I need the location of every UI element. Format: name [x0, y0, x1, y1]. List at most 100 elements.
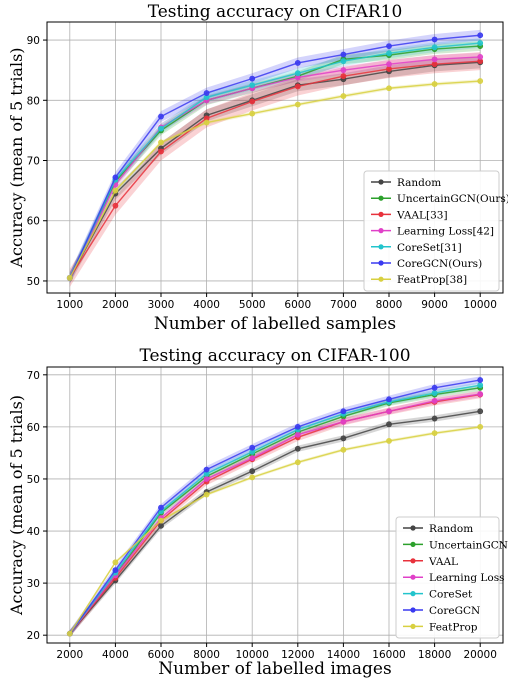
- legend-marker: [378, 276, 384, 282]
- data-point: [249, 82, 256, 89]
- legend-entry: Learning Loss: [403, 572, 504, 584]
- legend-box: [363, 170, 500, 292]
- y-tick-label: 40: [27, 526, 40, 538]
- y-tick-label: 60: [27, 422, 40, 434]
- series-line: [69, 42, 481, 279]
- series-band: [69, 52, 481, 287]
- y-tick-label: 70: [27, 156, 40, 168]
- legend-label: CoreGCN(Ours): [397, 258, 482, 270]
- legend-entry: FeatProp: [403, 621, 478, 633]
- legend-label: VAAL[33]: [396, 209, 448, 221]
- data-point: [340, 67, 347, 74]
- data-point: [294, 60, 301, 66]
- data-point: [477, 423, 484, 430]
- x-tick-label: 20000: [463, 649, 496, 661]
- data-point: [294, 423, 301, 430]
- data-point: [477, 32, 484, 39]
- legend-label: FeatProp: [429, 621, 478, 633]
- data-point: [477, 408, 484, 415]
- data-point: [431, 81, 438, 87]
- x-axis-label: Number of labelled images: [158, 659, 391, 678]
- legend-marker: [410, 623, 416, 630]
- data-point: [158, 139, 164, 146]
- legend-marker: [378, 195, 384, 201]
- data-point: [203, 90, 210, 96]
- series-line: [69, 426, 481, 635]
- series-line: [69, 393, 481, 635]
- data-point: [386, 66, 392, 72]
- data-point: [340, 93, 347, 99]
- x-tick-label: 4000: [102, 649, 129, 661]
- data-point: [294, 101, 301, 108]
- x-tick-label: 16000: [372, 649, 405, 661]
- legend-entry: CoreGCN: [403, 605, 480, 617]
- y-tick-label: 70: [27, 370, 40, 382]
- data-point: [431, 44, 438, 51]
- legend-marker: [410, 607, 416, 613]
- legend-entry: VAAL: [403, 556, 458, 568]
- data-point: [386, 50, 392, 57]
- legend-marker: [410, 574, 416, 580]
- data-point: [431, 430, 438, 437]
- x-tick-label: 7000: [330, 299, 357, 311]
- plot-area: [47, 367, 503, 643]
- data-point: [386, 43, 392, 49]
- legend: Random UncertainGCN(Ours) VAAL[33] Learning…: [363, 170, 508, 292]
- legend: Random UncertainGCN VAAL Learning Loss CoreS…: [395, 516, 508, 639]
- data-point: [477, 54, 484, 60]
- y-tick-label: 80: [27, 95, 40, 107]
- data-point: [158, 148, 164, 155]
- legend-label: UncertainGCN: [429, 539, 508, 551]
- legend-label: CoreGCN: [429, 605, 480, 617]
- legend-entry: CoreSet[31]: [371, 242, 462, 254]
- legend-label: Learning Loss: [429, 572, 504, 584]
- data-point: [66, 275, 73, 281]
- legend-label: Learning Loss[42]: [397, 226, 494, 238]
- data-point: [386, 396, 392, 403]
- data-point: [340, 51, 347, 58]
- x-tick-label: 2000: [56, 649, 83, 661]
- data-point: [431, 397, 438, 404]
- legend-entry: Random: [371, 177, 441, 189]
- data-point: [477, 391, 484, 397]
- legend-entry: CoreGCN(Ours): [371, 258, 482, 270]
- data-point: [249, 444, 256, 451]
- series-line: [69, 34, 481, 279]
- data-point: [431, 61, 438, 68]
- legend-marker: [378, 260, 384, 266]
- series-featprop: [66, 423, 484, 637]
- data-point: [249, 110, 256, 117]
- data-point: [386, 85, 392, 92]
- data-point: [386, 438, 392, 444]
- data-point: [249, 474, 256, 481]
- data-point: [203, 119, 210, 126]
- legend-box: [395, 516, 500, 639]
- series-line: [69, 80, 481, 279]
- data-point: [158, 113, 164, 120]
- x-tick-label: 10000: [463, 299, 496, 311]
- y-tick-label: 90: [27, 35, 40, 47]
- data-point: [340, 408, 347, 415]
- data-point: [249, 75, 256, 82]
- data-point: [431, 56, 438, 63]
- series-vaal-33-: [66, 58, 484, 281]
- y-tick-label: 50: [27, 474, 40, 486]
- x-axis-label: Number of labelled samples: [154, 314, 396, 334]
- series-featprop-38-: [66, 78, 484, 281]
- data-point: [203, 466, 210, 473]
- series-line: [69, 379, 481, 635]
- data-point: [477, 382, 484, 389]
- data-point: [294, 70, 301, 77]
- legend-entry: UncertainGCN(Ours): [371, 193, 508, 205]
- data-point: [340, 435, 347, 442]
- chart-title: Testing accuracy on CIFAR-100: [139, 346, 410, 366]
- data-point: [66, 630, 73, 637]
- x-tick-label: 8000: [376, 299, 403, 311]
- x-tick-label: 14000: [327, 649, 360, 661]
- plot-frame: [46, 366, 504, 644]
- series-line: [69, 60, 481, 279]
- y-tick-label: 30: [27, 578, 40, 590]
- data-point: [203, 491, 210, 498]
- y-tick-label: 50: [27, 276, 40, 288]
